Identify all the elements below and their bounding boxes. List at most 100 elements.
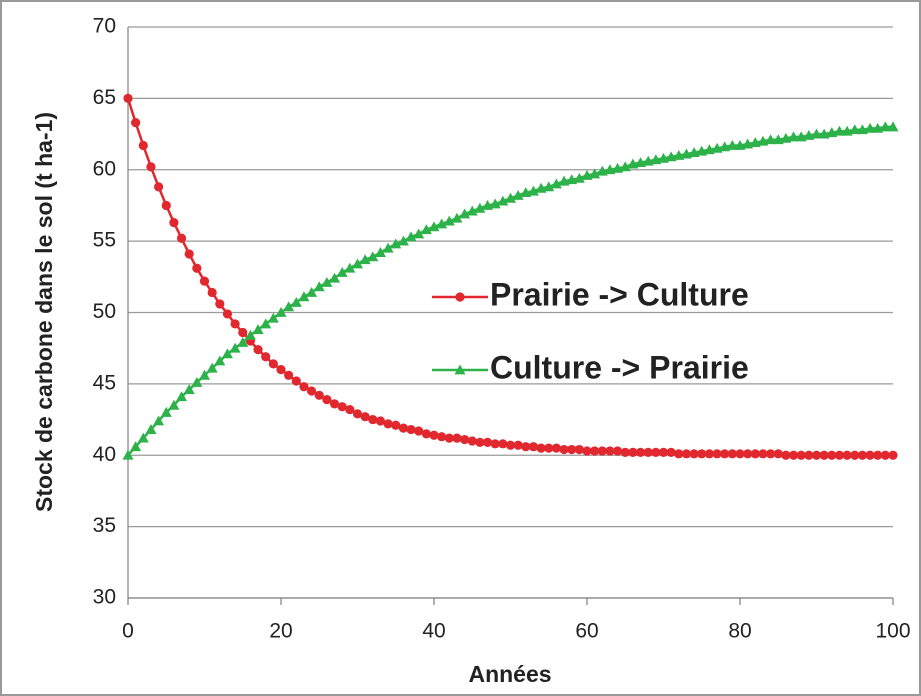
data-point [559, 444, 569, 455]
data-point [397, 235, 409, 246]
data-point [811, 128, 822, 139]
data-point [352, 258, 363, 269]
data-point [138, 140, 148, 151]
data-point [306, 287, 318, 297]
data-point [589, 168, 601, 179]
data-point [474, 202, 486, 213]
data-point [550, 178, 562, 189]
data-point [879, 121, 891, 132]
data-point [253, 345, 263, 355]
legend-marker [454, 364, 466, 375]
data-point [467, 436, 477, 446]
data-point [420, 224, 432, 235]
y-tick-label: 35 [93, 514, 116, 537]
data-point [291, 376, 301, 386]
data-point [543, 181, 555, 192]
data-point [544, 443, 554, 453]
data-point [643, 447, 653, 457]
y-tick-label: 70 [93, 15, 116, 38]
data-point [490, 439, 500, 449]
y-tick-label: 40 [93, 443, 116, 466]
data-point [452, 433, 462, 443]
data-point [237, 336, 249, 347]
data-point [268, 359, 278, 369]
data-point [497, 195, 509, 206]
data-point [865, 450, 875, 460]
data-point [122, 449, 134, 460]
data-point [344, 262, 356, 273]
data-point [429, 430, 439, 440]
data-point [482, 437, 493, 448]
data-point [137, 432, 149, 443]
data-point [619, 161, 631, 172]
data-point [727, 449, 737, 459]
data-point [666, 447, 676, 457]
y-tick-label: 45 [93, 371, 116, 394]
data-point [314, 390, 324, 400]
data-point [887, 121, 899, 132]
data-point [681, 449, 692, 459]
data-point [275, 307, 287, 317]
data-point [827, 450, 837, 460]
data-point [536, 443, 546, 453]
legend-label: Prairie -> Culture [490, 276, 749, 312]
data-point [184, 249, 194, 259]
data-point [451, 212, 463, 223]
x-axis-label: Années [468, 661, 551, 687]
data-point [345, 404, 355, 415]
data-point [168, 399, 180, 410]
data-point [582, 446, 592, 456]
data-point [620, 447, 630, 457]
data-point [788, 131, 800, 142]
data-point [176, 233, 187, 243]
data-point [781, 450, 791, 460]
data-point [888, 450, 898, 460]
data-point [658, 447, 669, 457]
data-point [489, 198, 501, 209]
data-point [360, 412, 370, 422]
data-point [276, 365, 286, 375]
data-point [383, 419, 393, 429]
data-point [390, 238, 402, 249]
data-point [443, 215, 455, 226]
data-point [674, 449, 684, 459]
data-point [444, 433, 454, 443]
data-point [206, 362, 218, 373]
data-point [283, 301, 295, 312]
data-point [261, 352, 271, 362]
data-point [130, 441, 142, 452]
data-point [720, 449, 730, 459]
data-point [421, 429, 431, 439]
data-point [199, 276, 210, 286]
data-point [436, 218, 448, 229]
data-point [743, 449, 753, 459]
data-point [230, 319, 240, 329]
legend-label: Culture -> Prairie [490, 349, 749, 385]
data-point [551, 443, 562, 453]
data-point [290, 297, 302, 307]
data-point [414, 426, 424, 436]
y-tick-label: 50 [93, 300, 116, 323]
data-point [689, 449, 699, 459]
data-point [788, 450, 799, 460]
data-point [199, 369, 210, 380]
data-point [513, 440, 523, 450]
data-point [765, 134, 777, 145]
data-point [146, 162, 156, 172]
data-point [880, 450, 890, 460]
data-point [766, 449, 776, 459]
data-point [359, 254, 371, 265]
data-point [238, 327, 248, 338]
data-point [811, 450, 822, 460]
data-point [849, 124, 861, 135]
x-tick-label: 100 [875, 620, 910, 643]
data-point [466, 205, 478, 216]
y-axis-label: Stock de carbone dans le sol (t ha-1) [31, 112, 57, 512]
data-point [460, 434, 470, 445]
data-point [505, 192, 516, 203]
data-point [758, 449, 768, 459]
data-point [613, 446, 623, 456]
x-tick-label: 20 [269, 620, 292, 643]
